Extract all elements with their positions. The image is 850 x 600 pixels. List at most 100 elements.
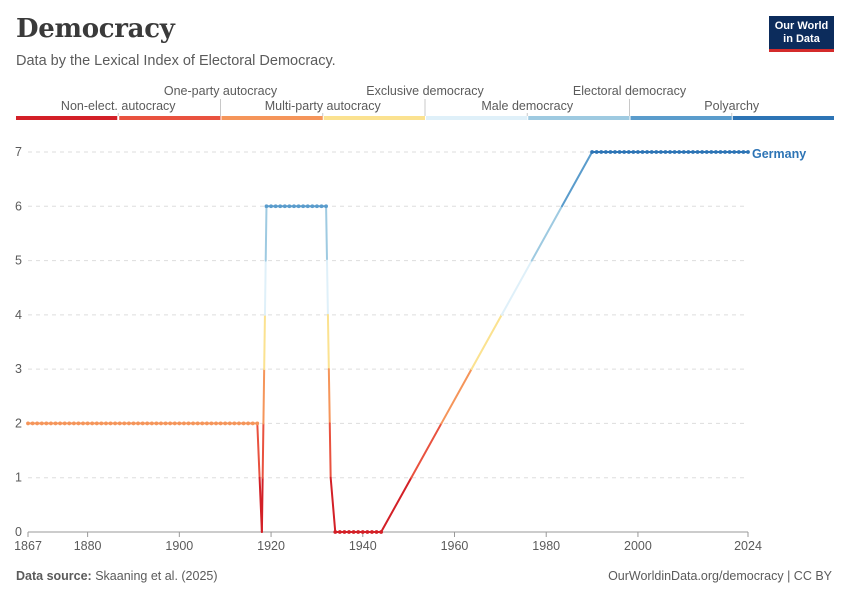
data-point-1903	[191, 421, 195, 426]
legend-label-4: Male democracy	[481, 99, 573, 113]
data-point-1882	[94, 421, 99, 426]
legend-swatch-1	[119, 116, 221, 120]
legend-label-1: One-party autocracy	[164, 84, 278, 98]
series-0-segment-11	[326, 259, 329, 316]
data-point-1997	[622, 150, 627, 154]
data-point-1998	[626, 150, 631, 154]
data-point-1895	[154, 421, 159, 426]
data-point-2018	[718, 150, 723, 154]
data-source: Data source: Skaaning et al. (2025)	[16, 569, 218, 583]
data-point-1926	[296, 204, 301, 209]
data-point-1886	[113, 421, 118, 426]
series-0-segment-14	[328, 422, 332, 479]
data-point-1910	[223, 421, 228, 426]
data-point-1872	[49, 421, 53, 426]
data-point-1887	[117, 421, 122, 426]
series-0-segment-8	[264, 205, 268, 262]
legend-label-2: Multi-party autocracy	[265, 99, 382, 113]
grid-lines	[28, 151, 748, 479]
data-point-1938	[351, 530, 356, 534]
legend-swatch-2	[221, 116, 323, 120]
data-point-1889	[126, 421, 131, 426]
data-point-1995	[613, 150, 617, 154]
data-point-2016	[709, 150, 714, 154]
data-point-1879	[81, 421, 85, 426]
data-point-2010	[681, 150, 686, 154]
y-tick-label-1: 1	[15, 471, 22, 485]
series-0-segment-7	[263, 259, 267, 316]
chart-subtitle: Data by the Lexical Index of Electoral D…	[16, 53, 336, 69]
data-point-2013	[695, 150, 700, 154]
data-point-1916	[250, 421, 255, 426]
data-point-1925	[292, 204, 296, 209]
data-point-1870	[39, 421, 44, 426]
data-point-2008	[672, 150, 677, 154]
legend-label-5: Electoral democracy	[573, 84, 687, 98]
data-point-1912	[232, 421, 237, 426]
series-dots	[26, 150, 750, 534]
data-point-1883	[99, 421, 104, 426]
data-point-1923	[282, 204, 287, 209]
legend-swatch-7	[732, 116, 834, 120]
series-0-segment-1	[256, 422, 261, 479]
data-point-1890	[131, 421, 136, 426]
logo-line-1: Our World	[774, 20, 829, 32]
data-point-1914	[241, 421, 246, 426]
series-0-segment-6	[263, 313, 266, 371]
x-tick-label-1940: 1940	[349, 539, 377, 553]
x-tick-label-1867: 1867	[14, 539, 42, 553]
data-point-1876	[67, 421, 72, 426]
data-point-1904	[195, 421, 200, 426]
series-labels: Germany	[752, 147, 806, 161]
data-point-1942	[370, 530, 374, 534]
y-axis-ticks: 0 1 2 3 4 5 6 7	[15, 145, 22, 539]
series-0-segment-13	[327, 368, 331, 425]
data-point-1935	[337, 530, 342, 534]
data-point-1927	[301, 204, 306, 209]
owid-logo[interactable]: Our World in Data	[769, 16, 834, 52]
data-point-1917	[255, 421, 260, 426]
series-0-segment-12	[326, 313, 330, 371]
y-tick-label-2: 2	[15, 416, 22, 430]
data-source-text: Skaaning et al. (2025)	[95, 569, 218, 583]
data-point-1941	[365, 530, 370, 534]
x-tick-label-1880: 1880	[74, 539, 102, 553]
data-point-1888	[122, 421, 127, 426]
y-tick-label-3: 3	[15, 362, 22, 376]
data-point-2024	[746, 150, 750, 154]
data-point-1885	[108, 421, 113, 426]
data-point-1922	[278, 204, 283, 209]
data-point-2022	[736, 150, 741, 154]
data-point-1878	[76, 421, 81, 426]
data-point-1881	[90, 421, 95, 426]
data-point-2011	[686, 150, 691, 154]
series-label-germany: Germany	[752, 147, 806, 161]
series-0-segment-5	[262, 368, 266, 425]
data-point-1940	[360, 530, 365, 534]
data-point-2006	[663, 150, 668, 154]
data-point-1901	[182, 421, 186, 426]
logo-line-2: in Data	[783, 33, 820, 45]
x-tick-label-1900: 1900	[165, 539, 193, 553]
data-point-1884	[104, 421, 108, 426]
y-tick-label-5: 5	[15, 254, 22, 268]
data-point-1915	[246, 421, 251, 426]
x-tick-label-1920: 1920	[257, 539, 285, 553]
x-tick-label-1980: 1980	[532, 539, 560, 553]
data-point-1902	[186, 421, 191, 426]
data-point-1930	[315, 204, 319, 209]
y-tick-label-0: 0	[15, 525, 22, 539]
series-0-segment-19	[440, 368, 473, 425]
attribution-link[interactable]: OurWorldinData.org/democracy | CC BY	[608, 569, 832, 583]
data-point-2021	[732, 150, 737, 154]
x-axis: 1867 1880 1900 1920 1940 1960 1980 2000 2024	[14, 531, 762, 553]
data-point-1911	[227, 421, 232, 426]
data-point-1893	[145, 421, 150, 426]
data-point-2004	[654, 150, 659, 154]
data-point-2019	[723, 150, 727, 154]
data-point-1875	[62, 421, 67, 426]
data-point-1900	[177, 421, 182, 426]
data-point-1943	[374, 530, 379, 534]
